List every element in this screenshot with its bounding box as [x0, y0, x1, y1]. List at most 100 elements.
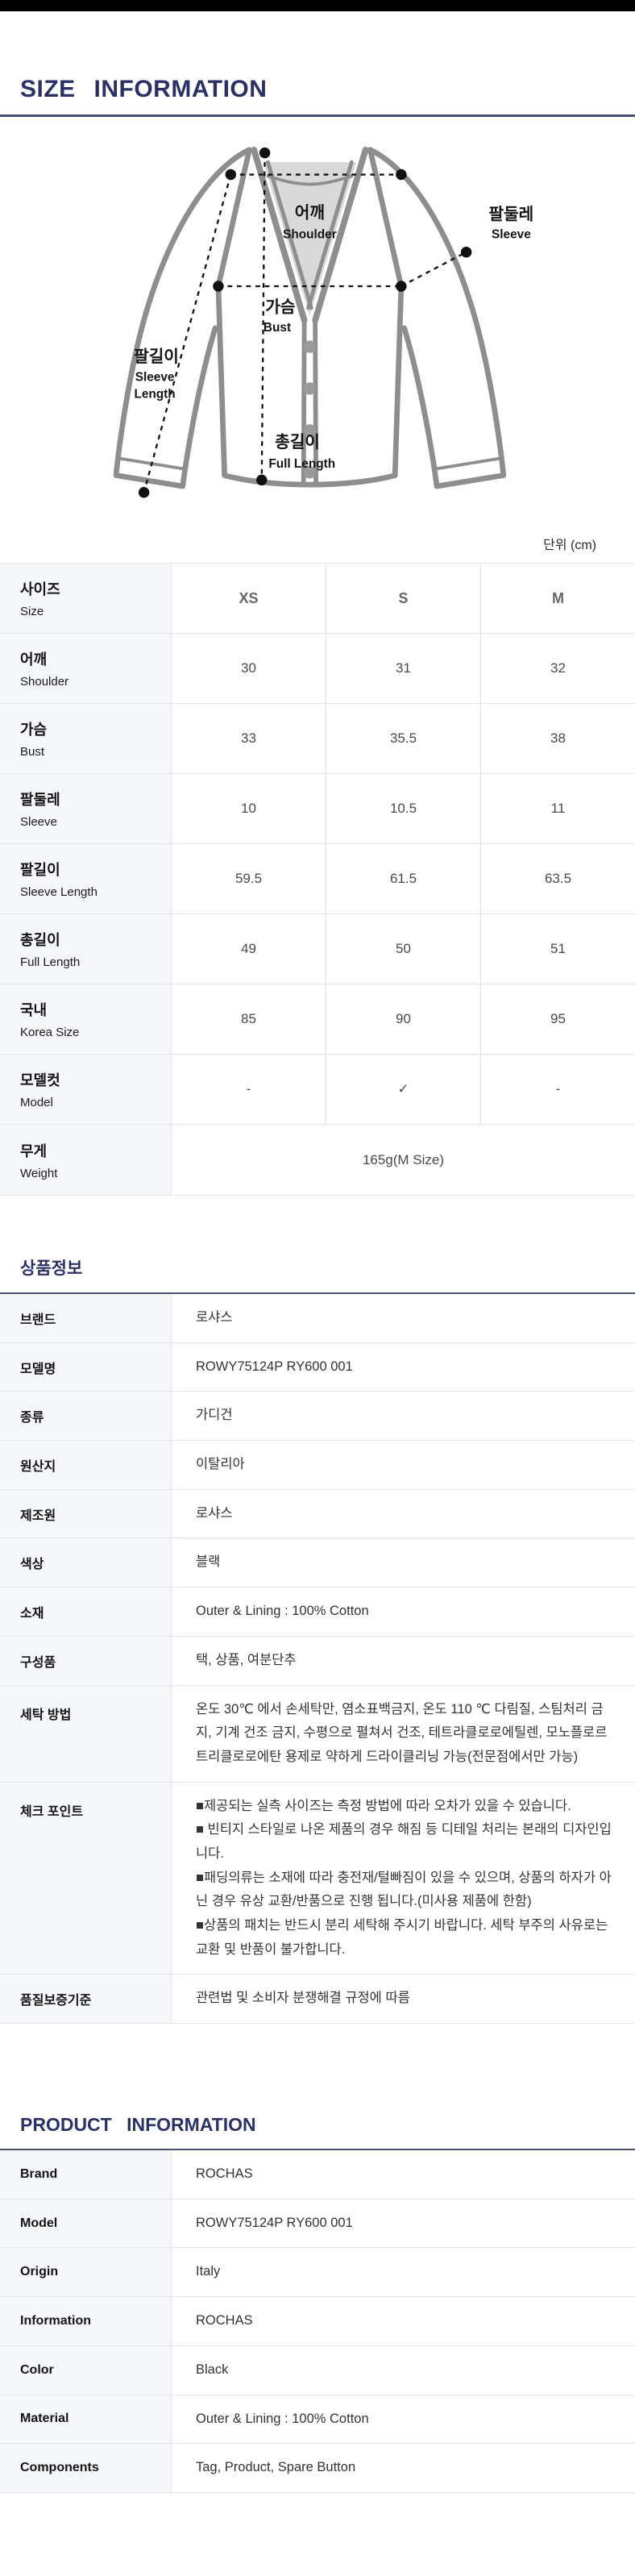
- sleeve-label-en: Sleeve: [492, 227, 531, 241]
- info-row-value: Outer & Lining : 100% Cotton: [171, 2395, 635, 2445]
- info-row-value: 이탈리아: [171, 1441, 635, 1490]
- model-cut-cell: -: [171, 1055, 326, 1125]
- size-cell: 90: [326, 984, 480, 1055]
- weight-cell: 165g(M Size): [171, 1125, 635, 1195]
- info-row-label: 제조원: [0, 1489, 171, 1539]
- size-cell: 10: [171, 774, 326, 844]
- info-row-label: Model: [0, 2199, 171, 2249]
- full-length-label-kr: 총길이: [275, 433, 320, 452]
- info-row-label: 모델명: [0, 1342, 171, 1392]
- size-cell: 38: [480, 704, 635, 774]
- row-label-kr: 모델컷: [20, 1072, 60, 1088]
- shoulder-label-kr: 어깨: [295, 203, 325, 222]
- row-label-en: Sleeve: [20, 815, 57, 829]
- top-black-bar: [0, 0, 635, 11]
- check-point-item: ■패딩의류는 소재에 따라 충전재/털빠짐이 있을 수 있으며, 상품의 하자가…: [196, 1870, 612, 1909]
- measure-dot: [396, 169, 407, 181]
- info-row-value: 관련법 및 소비자 분쟁해결 규정에 따름: [171, 1975, 635, 2025]
- size-table-row-label: 모델컷 Model: [0, 1055, 171, 1125]
- size-table-row-label: 팔둘레 Sleeve: [0, 774, 171, 844]
- size-col-xs: XS: [171, 564, 326, 634]
- size-cell: 30: [171, 634, 326, 704]
- info-row-label: 종류: [0, 1392, 171, 1442]
- wash-method-value: 온도 30℃ 에서 손세탁만, 염소표백금지, 온도 110 ℃ 다림질, 스팀…: [171, 1685, 635, 1783]
- measure-dot: [138, 487, 150, 498]
- size-table-row-label: 팔길이 Sleeve Length: [0, 844, 171, 914]
- product-info-kr-title: 상품정보: [20, 1259, 83, 1278]
- info-row-value: ROCHAS: [171, 2150, 635, 2199]
- check-point-item: ■제공되는 실측 사이즈는 측정 방법에 따라 오차가 있을 수 있습니다.: [196, 1798, 571, 1813]
- size-cell: 59.5: [171, 844, 326, 914]
- row-label-kr: 사이즈: [20, 581, 60, 597]
- collar-shade: [263, 162, 357, 316]
- info-row-label: Origin: [0, 2248, 171, 2298]
- check-point-item: ■ 빈티지 스타일로 나온 제품의 경우 해짐 등 디테일 처리는 본래의 디자…: [196, 1822, 612, 1861]
- bottom-whitespace: [0, 2493, 635, 2530]
- check-point-value: ■제공되는 실측 사이즈는 측정 방법에 따라 오차가 있을 수 있습니다. ■…: [171, 1782, 635, 1975]
- info-row-value: 로샤스: [171, 1294, 635, 1343]
- size-cell: 95: [480, 984, 635, 1055]
- size-cell: 61.5: [326, 844, 480, 914]
- info-row-label: 구성품: [0, 1636, 171, 1686]
- size-cell: 35.5: [326, 704, 480, 774]
- measurement-lines: [138, 147, 472, 498]
- size-table-row-label: 무게 Weight: [0, 1125, 171, 1195]
- row-label-en: Weight: [20, 1166, 58, 1180]
- size-cell: 32: [480, 634, 635, 704]
- cardigan-outline: [113, 146, 507, 489]
- unit-note: 단위 (cm): [543, 539, 596, 552]
- size-cell: 63.5: [480, 844, 635, 914]
- info-row-label: Color: [0, 2345, 171, 2395]
- row-label-kr: 국내: [20, 1002, 48, 1018]
- button: [303, 466, 317, 479]
- info-row-value: Black: [171, 2345, 635, 2395]
- info-row-value: ROCHAS: [171, 2297, 635, 2346]
- row-label-en: Shoulder: [20, 675, 69, 689]
- product-info-kr-table: 브랜드 로샤스 모델명 ROWY75124P RY600 001 종류 가디건 …: [0, 1292, 635, 2025]
- info-row-value: 로샤스: [171, 1489, 635, 1539]
- row-label-en: Sleeve Length: [20, 885, 98, 899]
- row-label-kr: 무게: [20, 1142, 48, 1159]
- row-label-kr: 어깨: [20, 651, 48, 668]
- info-row-label: 브랜드: [0, 1294, 171, 1343]
- bust-label-en: Bust: [264, 321, 291, 335]
- info-row-label: 원산지: [0, 1441, 171, 1490]
- row-label-en: Model: [20, 1096, 53, 1109]
- info-row-label: Material: [0, 2395, 171, 2445]
- measure-dot: [256, 474, 268, 486]
- button: [303, 424, 317, 437]
- size-col-s: S: [326, 564, 480, 634]
- row-label-kr: 총길이: [20, 932, 60, 948]
- shoulder-label-en: Shoulder: [283, 227, 337, 241]
- model-cut-cell: -: [480, 1055, 635, 1125]
- info-row-value: 블랙: [171, 1538, 635, 1588]
- info-row-label: 색상: [0, 1538, 171, 1588]
- size-table-row-label: 어깨 Shoulder: [0, 634, 171, 704]
- size-table-row-label: 국내 Korea Size: [0, 984, 171, 1055]
- info-row-label: 소재: [0, 1588, 171, 1637]
- info-row-label: 세탁 방법: [0, 1685, 171, 1783]
- size-table-row-label: 가슴 Bust: [0, 704, 171, 774]
- size-cell: 31: [326, 634, 480, 704]
- heading-divider: [0, 114, 635, 117]
- size-cell: 51: [480, 914, 635, 984]
- check-point-item: ■상품의 패치는 반드시 분리 세탁해 주시기 바랍니다. 세탁 부주의 사유로…: [196, 1918, 608, 1957]
- row-label-en: Full Length: [20, 955, 81, 969]
- info-row-label: Brand: [0, 2150, 171, 2199]
- info-row-value: Tag, Product, Spare Button: [171, 2444, 635, 2493]
- button: [303, 382, 317, 395]
- model-cut-cell: ✓: [326, 1055, 480, 1125]
- size-cell: 85: [171, 984, 326, 1055]
- size-table-row-label: 총길이 Full Length: [0, 914, 171, 984]
- size-table: 사이즈 Size XS S M 어깨 Shoulder 30 31 32 가슴 …: [0, 563, 635, 1196]
- sleeve-length-label-en1: Sleeve: [135, 370, 175, 384]
- info-row-label: 품질보증기준: [0, 1975, 171, 2025]
- info-row-value: ROWY75124P RY600 001: [171, 2199, 635, 2249]
- info-row-value: Outer & Lining : 100% Cotton: [171, 1588, 635, 1637]
- measure-dot: [460, 246, 472, 258]
- row-label-kr: 팔둘레: [20, 792, 60, 808]
- button: [303, 340, 317, 353]
- bust-label-kr: 가슴: [265, 298, 295, 317]
- size-cell: 50: [326, 914, 480, 984]
- size-information-title: SIZE INFORMATION: [20, 76, 268, 102]
